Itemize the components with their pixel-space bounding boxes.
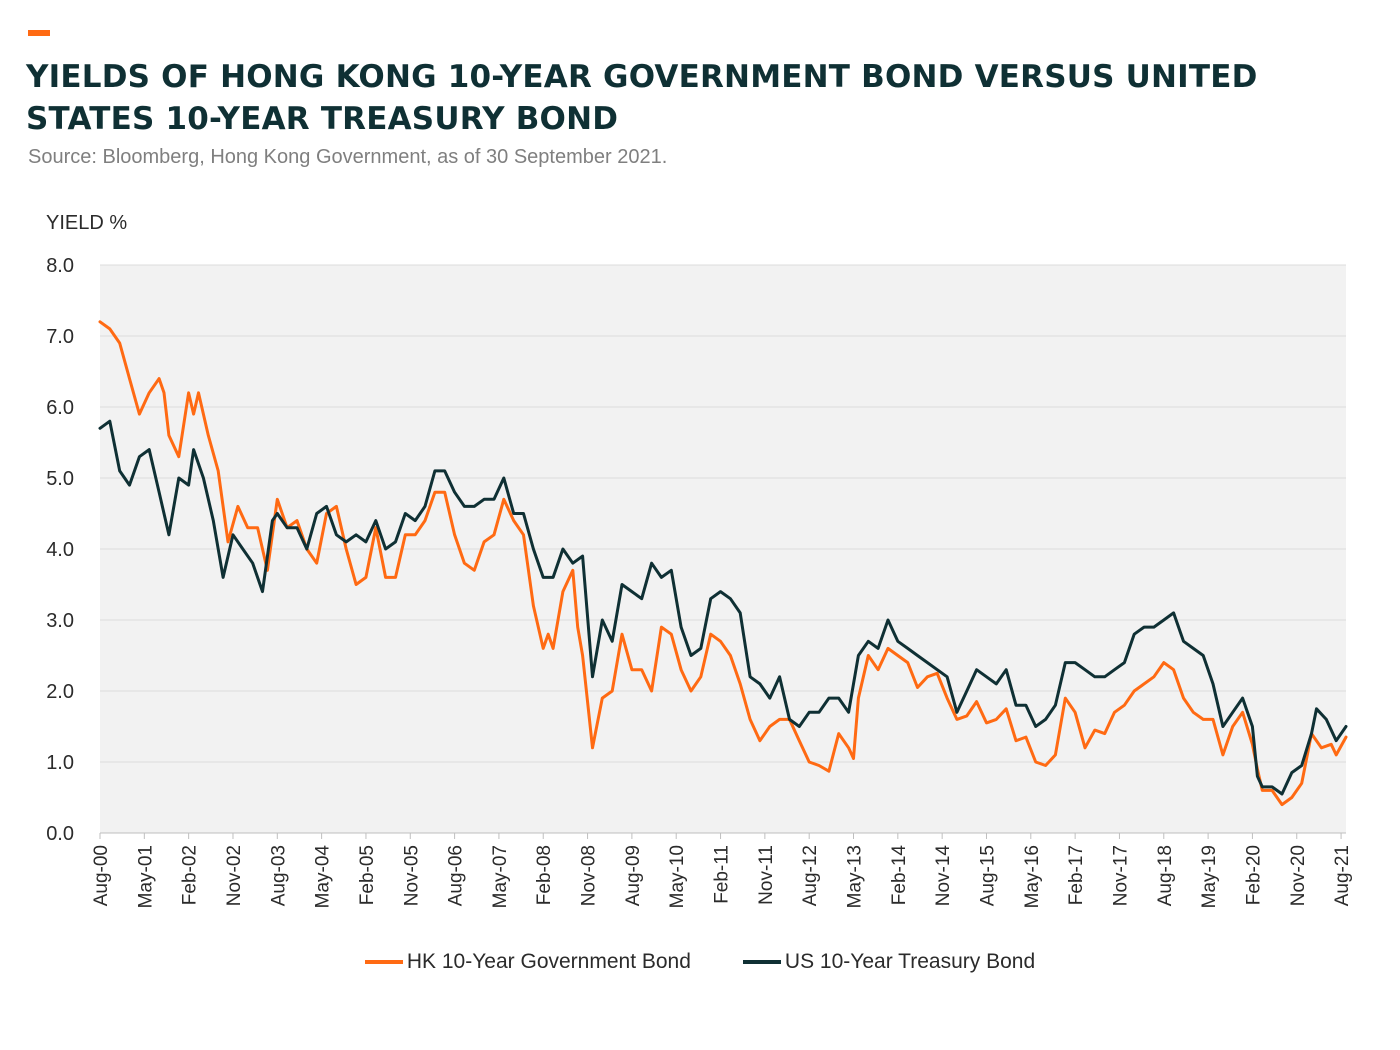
x-tick-label: Feb-17 xyxy=(1066,845,1087,905)
source-note: Source: Bloomberg, Hong Kong Government,… xyxy=(28,146,668,168)
x-tick-label: Aug-21 xyxy=(1332,845,1353,906)
y-tick-label: 1.0 xyxy=(46,752,74,774)
x-tick-label: Aug-12 xyxy=(800,845,821,906)
x-tick-label: Feb-02 xyxy=(180,845,201,905)
y-tick-label: 5.0 xyxy=(46,468,74,490)
y-axis-label: YIELD % xyxy=(46,212,128,234)
x-tick-label: May-19 xyxy=(1199,845,1220,908)
x-tick-label: Aug-00 xyxy=(91,845,112,906)
x-tick-label: Aug-06 xyxy=(446,845,467,906)
x-tick-label: Nov-05 xyxy=(401,845,422,906)
x-tick-label: May-07 xyxy=(490,845,511,908)
x-tick-label: May-04 xyxy=(313,845,334,909)
x-tick-label: Feb-14 xyxy=(889,845,910,906)
line-chart: 0.0 1.0 2.0 3.0 4.0 5.0 6.0 7.0 8.0 Aug-00 May-01 F… xyxy=(46,255,1353,909)
x-tick-label: Nov-11 xyxy=(756,845,777,905)
legend-swatch-us xyxy=(742,960,781,964)
x-tick-label: Feb-05 xyxy=(357,845,378,905)
x-tick-label: Nov-08 xyxy=(579,845,600,906)
x-tick-label: May-13 xyxy=(845,845,866,908)
legend-label-us: US 10-Year Treasury Bond xyxy=(784,950,1036,973)
y-tick-label: 6.0 xyxy=(46,397,74,419)
x-tick-label: Nov-14 xyxy=(933,845,954,907)
x-tick-label: Aug-15 xyxy=(977,845,998,906)
x-tick-label: Nov-02 xyxy=(224,845,245,906)
x-tick-label: Feb-11 xyxy=(712,845,733,904)
legend-item-us: US 10-Year Treasury Bond xyxy=(742,950,1036,974)
series-line-us xyxy=(98,419,1348,796)
x-tick-label: Nov-20 xyxy=(1288,845,1309,906)
page-title: YIELDS OF HONG KONG 10-YEAR GOVERNMENT B… xyxy=(26,59,1258,137)
x-tick-label: Nov-17 xyxy=(1110,845,1131,906)
legend-swatch-hk xyxy=(364,960,403,964)
legend: HK 10-Year Government Bond US 10-Year Tr… xyxy=(0,950,1400,974)
x-tick-label: Aug-09 xyxy=(623,845,644,906)
x-tick-label: Aug-03 xyxy=(268,845,289,906)
y-tick-label: 0.0 xyxy=(46,823,74,845)
series-line-hk xyxy=(98,320,1348,807)
x-tick-label: May-16 xyxy=(1022,845,1043,908)
y-tick-label: 7.0 xyxy=(46,326,74,348)
x-tick-label: Feb-20 xyxy=(1243,845,1264,905)
x-tick-label: May-01 xyxy=(135,845,156,908)
legend-item-hk: HK 10-Year Government Bond xyxy=(364,950,691,974)
x-tick-label: Aug-18 xyxy=(1155,845,1176,906)
legend-label-hk: HK 10-Year Government Bond xyxy=(406,950,691,973)
accent-bar xyxy=(28,30,50,36)
y-tick-label: 2.0 xyxy=(46,681,74,703)
y-tick-label: 8.0 xyxy=(46,255,74,277)
x-tick-label: Feb-08 xyxy=(534,845,555,905)
y-tick-label: 4.0 xyxy=(46,539,74,561)
x-tick-label: May-10 xyxy=(667,845,688,908)
y-tick-label: 3.0 xyxy=(46,610,74,632)
